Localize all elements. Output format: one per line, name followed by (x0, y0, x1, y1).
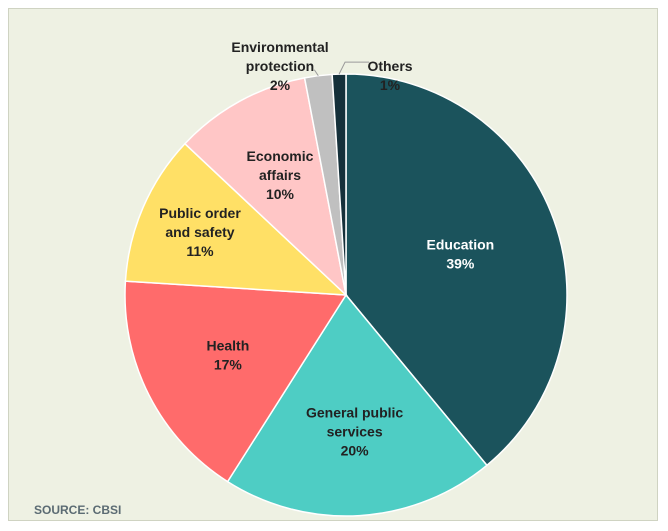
slice-label-6: Others 1% (367, 58, 412, 93)
slice-label-4: Economic affairs 10% (247, 148, 314, 202)
slice-label-5: Environmental protection 2% (231, 39, 328, 93)
slice-label-3: Public order and safety 11% (159, 205, 241, 259)
pie-slice-1 (226, 293, 488, 517)
leader-line-6 (338, 61, 370, 75)
pie-slice-6 (331, 73, 347, 296)
pie-slice-2 (124, 280, 348, 483)
source-note: SOURCE: CBSI (34, 503, 122, 517)
slice-label-2: Health 17% (206, 338, 249, 373)
leader-line-5 (313, 69, 319, 77)
slice-label-1: General public services 20% (306, 405, 403, 459)
slice-label-0: Education 39% (427, 236, 495, 271)
pie-slice-4 (183, 77, 348, 298)
pie-slice-3 (124, 142, 349, 296)
pie-slice-0 (345, 73, 568, 467)
